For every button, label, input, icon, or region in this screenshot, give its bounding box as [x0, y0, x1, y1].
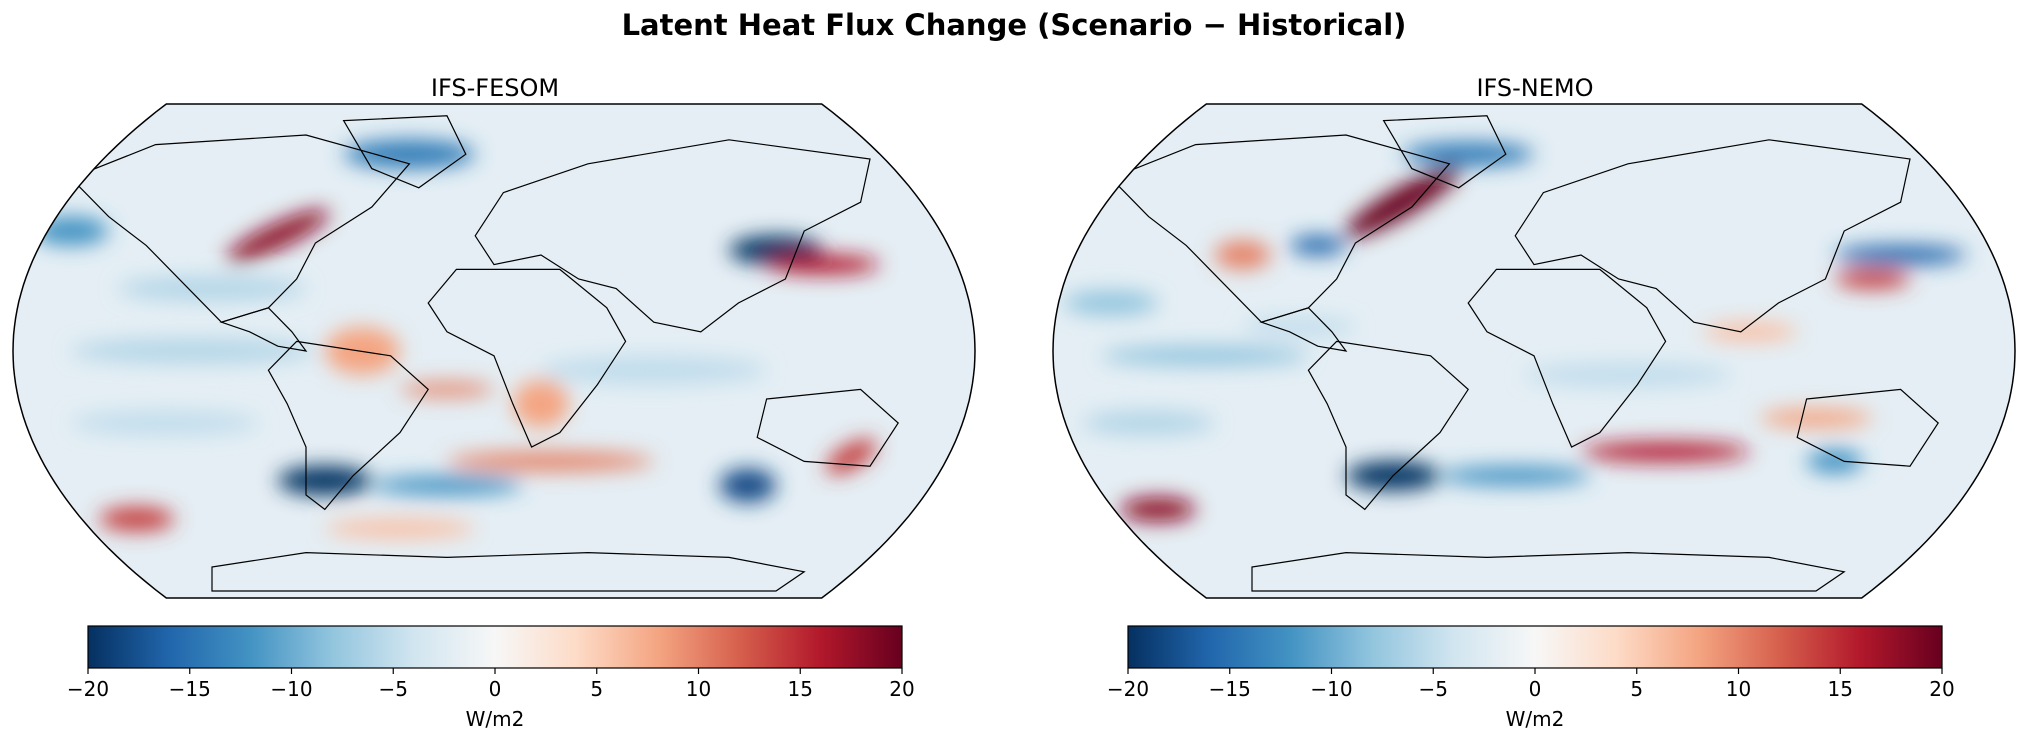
anomaly-patch: [1524, 363, 1732, 387]
anomaly-patch: [1834, 269, 1910, 289]
anomaly-patch: [33, 216, 109, 246]
coastline-antarctica: [211, 551, 806, 592]
panel-title-ifs-nemo: IFS-NEMO: [1476, 74, 1594, 102]
colorbar-tick-label: 15: [788, 677, 813, 701]
colorbar-tick-label: −15: [169, 677, 211, 701]
anomaly-patch: [1759, 408, 1873, 428]
coastline-north-america: [1109, 134, 1451, 323]
map-ifs-nemo: [1052, 103, 2016, 599]
colorbar-tick-label: 10: [1726, 677, 1751, 701]
anomaly-patch: [277, 466, 372, 495]
anomaly-patch: [1806, 449, 1863, 474]
map-outline: [1052, 103, 2016, 599]
coastline-south-america: [1307, 340, 1469, 511]
anomaly-patch: [1120, 497, 1196, 522]
anomaly-patch: [324, 519, 476, 539]
anomaly-patch: [766, 255, 880, 275]
coastline-greenland: [342, 115, 467, 189]
anomaly-patch: [719, 468, 776, 503]
colorbar-tick-label: 5: [590, 677, 603, 701]
anomaly-patch: [1289, 235, 1346, 255]
coastline-europe-asia: [1514, 139, 1911, 333]
anomaly-patch: [1242, 317, 1356, 337]
anomaly-patch: [1440, 466, 1591, 486]
anomaly-patch: [1101, 346, 1309, 366]
anomaly-patch: [343, 139, 476, 169]
anomaly-patch: [371, 475, 523, 495]
anomaly-patch: [400, 382, 494, 397]
anomaly-patch: [447, 451, 654, 471]
anomaly-patch: [1703, 322, 1798, 342]
anomaly-patch: [118, 276, 306, 301]
anomaly-patch: [71, 339, 316, 363]
colorbar-label: W/m2: [1506, 707, 1565, 731]
anomaly-patch: [826, 439, 877, 475]
colorbar-tick-label: −10: [1310, 677, 1352, 701]
colorbar-tick-label: 10: [686, 677, 711, 701]
colorbar-tick-label: 5: [1630, 677, 1643, 701]
colorbar-tick-label: 20: [1929, 677, 1954, 701]
coastline-greenland: [1382, 115, 1507, 189]
anomaly-patch: [1082, 411, 1215, 435]
colorbar-tick-label: 15: [1828, 677, 1853, 701]
colorbar-tick-label: 0: [489, 677, 502, 701]
anomaly-patch: [99, 507, 175, 531]
anomaly-patch: [226, 209, 330, 262]
colorbar-ifs-fesom: −20 −15 −10 −5 0 5 10 15 20 W/m2: [67, 625, 915, 731]
anomaly-patch: [1214, 240, 1271, 270]
coastline-africa: [1467, 268, 1667, 448]
coastline-europe-asia: [474, 139, 871, 333]
coastline-central-america: [219, 307, 308, 352]
colorbar-label: W/m2: [466, 707, 525, 731]
coastline-north-america: [69, 134, 411, 323]
anomaly-patch: [541, 355, 767, 385]
anomaly-patch: [1064, 291, 1158, 315]
coastline-central-america: [1259, 307, 1348, 352]
flux-field: [13, 104, 975, 598]
figure-title: Latent Heat Flux Change (Scenario − Hist…: [621, 8, 1407, 42]
anomaly-patch: [71, 411, 259, 435]
coastline-south-america: [267, 340, 429, 511]
coastline-antarctica: [1251, 551, 1846, 592]
flux-field: [1053, 104, 2015, 598]
coastline-australia: [1796, 388, 1939, 467]
map-ifs-fesom: [12, 103, 976, 599]
panel-title-ifs-fesom: IFS-FESOM: [430, 74, 560, 102]
colorbar-tick-label: −5: [1419, 677, 1448, 701]
anomaly-patch: [512, 379, 570, 428]
colorbar-tick-label: −20: [67, 677, 109, 701]
anomaly-patch: [1581, 442, 1751, 462]
colorbar-gradient: [87, 625, 903, 669]
colorbar-tick-label: 0: [1529, 677, 1542, 701]
colorbar-tick-label: −5: [379, 677, 408, 701]
colorbar-ifs-nemo: −20 −15 −10 −5 0 5 10 15 20 W/m2: [1107, 625, 1955, 731]
colorbar-tick-label: −10: [270, 677, 312, 701]
colorbar-tick-label: −15: [1209, 677, 1251, 701]
colorbar-tick-label: −20: [1107, 677, 1149, 701]
colorbar-gradient: [1127, 625, 1943, 669]
coastline-australia: [756, 388, 899, 467]
anomaly-patch: [1834, 245, 1967, 265]
map-outline: [12, 103, 976, 599]
colorbar-tick-label: 20: [889, 677, 914, 701]
coastline-africa: [427, 268, 627, 448]
anomaly-patch: [1402, 142, 1534, 167]
